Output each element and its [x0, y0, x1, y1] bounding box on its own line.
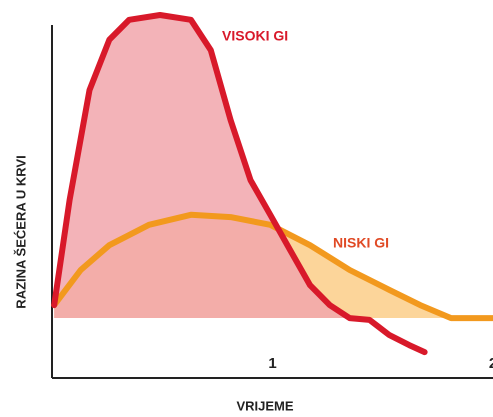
x-tick-label: 2 — [489, 355, 493, 372]
line — [51, 12, 428, 356]
x-tick-label: 1 — [268, 355, 276, 372]
series-label: VISOKI GI — [222, 28, 288, 44]
series-label: NISKI GI — [333, 235, 389, 251]
x-axis-label: VRIJEME — [236, 398, 293, 413]
area — [54, 15, 425, 318]
line — [51, 211, 493, 322]
y-axis-label: RAZINA ŠEĆERA U KRVI — [13, 155, 28, 308]
